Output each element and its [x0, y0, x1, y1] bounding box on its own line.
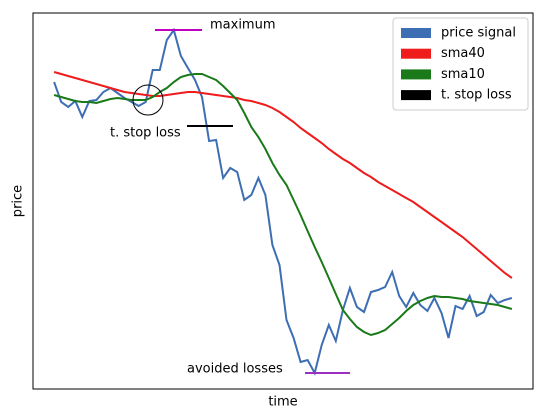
legend-label: sma10: [441, 67, 485, 82]
series-line: [53, 73, 513, 337]
series-line: [53, 27, 513, 376]
legend-box: [392, 17, 529, 111]
annotation: t. stop loss: [110, 126, 181, 141]
x-axis-label: time: [268, 395, 297, 410]
legend-swatch: [401, 69, 431, 80]
legend-swatch: [401, 28, 431, 38]
legend-label: sma40: [441, 46, 485, 61]
annotation: maximum: [210, 18, 276, 33]
series-layer: [53, 27, 513, 376]
legend: price signal sma40 sma10 t. stop loss: [392, 17, 529, 111]
legend-label: price signal: [441, 26, 516, 41]
annotation: avoided losses: [187, 362, 283, 377]
stop-loss-circle: [132, 84, 164, 116]
y-axis-label: price: [11, 185, 26, 217]
plot-frame: [32, 12, 534, 390]
legend-label: t. stop loss: [441, 88, 512, 103]
legend-swatch: [401, 90, 431, 101]
legend-swatch: [401, 48, 431, 59]
series-line: [53, 71, 513, 279]
